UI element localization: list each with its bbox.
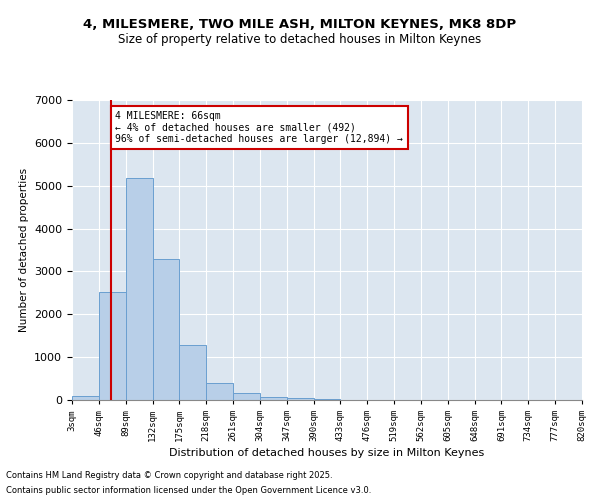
Text: 4 MILESMERE: 66sqm
← 4% of detached houses are smaller (492)
96% of semi-detache: 4 MILESMERE: 66sqm ← 4% of detached hous… (115, 110, 403, 144)
Text: Size of property relative to detached houses in Milton Keynes: Size of property relative to detached ho… (118, 32, 482, 46)
Bar (125, 178, 152, 400)
Y-axis label: Number of detached properties: Number of detached properties (19, 168, 29, 332)
Text: Contains HM Land Registry data © Crown copyright and database right 2025.: Contains HM Land Registry data © Crown c… (6, 471, 332, 480)
X-axis label: Distribution of detached houses by size in Milton Keynes: Distribution of detached houses by size … (169, 448, 485, 458)
Bar (206, 383, 233, 400)
Bar (99, 292, 125, 400)
Bar (152, 258, 179, 400)
Bar (260, 396, 287, 400)
Bar (314, 399, 340, 400)
Bar (179, 345, 206, 400)
Bar (233, 394, 260, 400)
Text: Contains public sector information licensed under the Open Government Licence v3: Contains public sector information licen… (6, 486, 371, 495)
Bar (72, 396, 99, 400)
Text: 4, MILESMERE, TWO MILE ASH, MILTON KEYNES, MK8 8DP: 4, MILESMERE, TWO MILE ASH, MILTON KEYNE… (83, 18, 517, 30)
Bar (287, 398, 314, 400)
